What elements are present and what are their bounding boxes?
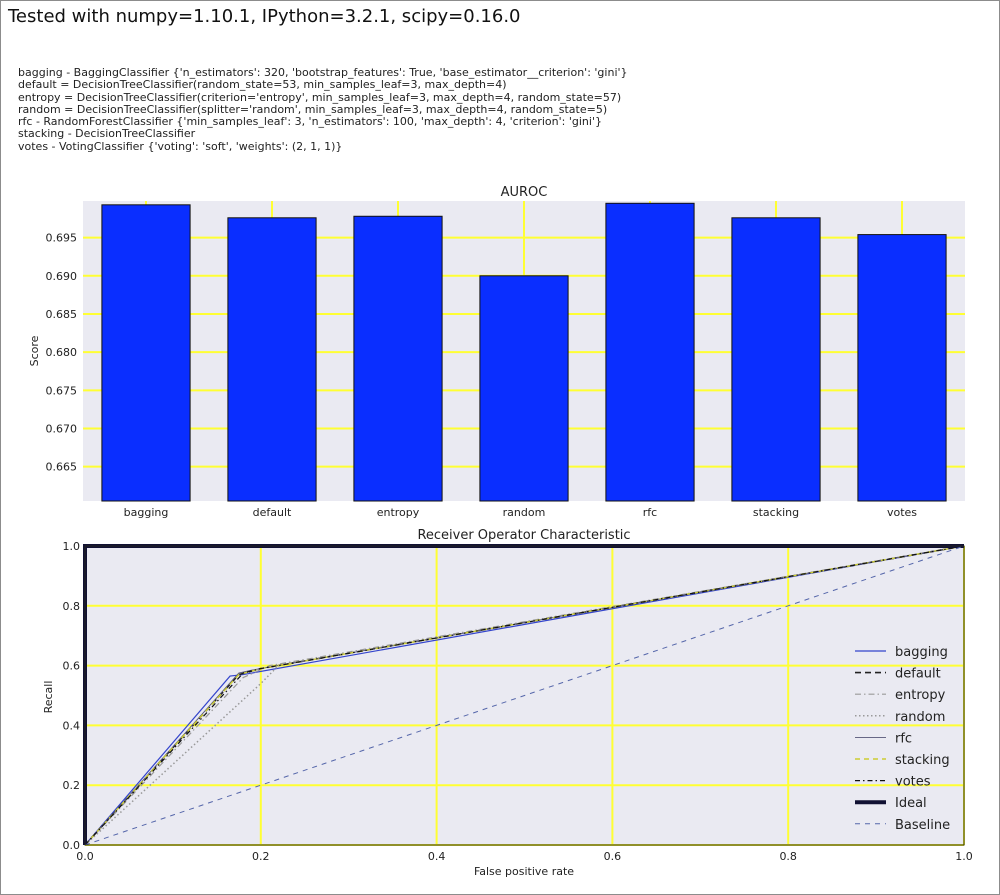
bar-x-tick-label: random <box>503 506 546 519</box>
description-line: random = DecisionTreeClassifier(splitter… <box>18 102 608 116</box>
roc-y-tick-label: 1.0 <box>63 540 81 553</box>
roc-y-tick-label: 0.6 <box>63 660 81 673</box>
bar-y-tick-label: 0.690 <box>46 270 78 283</box>
page-title: Tested with numpy=1.10.1, IPython=3.2.1,… <box>8 6 521 27</box>
roc-line-votes <box>84 545 965 846</box>
bar-x-tick-label: bagging <box>124 506 169 519</box>
description-line: rfc - RandomForestClassifier {'min_sampl… <box>18 115 602 129</box>
legend-label-stacking: stacking <box>895 753 950 768</box>
auroc-bar-chart: 0.665 0.670 0.675 0.680 0.685 0.690 0.695 bagg… <box>28 185 965 519</box>
bar-y-ticks: 0.665 0.670 0.675 0.680 0.685 0.690 0.695 <box>46 232 78 474</box>
legend-label-entropy: entropy <box>895 688 946 703</box>
roc-x-tick-label: 0.2 <box>252 850 270 863</box>
legend-label-rfc: rfc <box>895 731 912 746</box>
bar-chart-title: AUROC <box>501 185 548 200</box>
model-descriptions: bagging - BaggingClassifier {'n_estimato… <box>18 66 628 153</box>
bar-random <box>479 275 569 502</box>
bar-y-tick-label: 0.665 <box>46 461 78 474</box>
roc-y-tick-label: 0.8 <box>63 600 81 613</box>
legend-label-ideal: Ideal <box>895 796 927 811</box>
bar-y-tick-label: 0.675 <box>46 384 78 397</box>
bar-default <box>227 217 317 502</box>
description-line: votes - VotingClassifier {'voting': 'sof… <box>18 139 343 153</box>
roc-axes-frame <box>84 545 965 846</box>
roc-y-tick-label: 0.2 <box>63 779 81 792</box>
bar-rfc <box>605 202 695 502</box>
bar-bagging <box>101 204 191 502</box>
bar-stacking <box>731 217 821 502</box>
bar-y-tick-label: 0.680 <box>46 346 78 359</box>
roc-line-baseline <box>84 545 965 846</box>
bar-marks <box>101 202 947 502</box>
roc-legend: bagging default entropy random rfc stacking vo… <box>855 645 950 833</box>
bar-x-tick-label: default <box>253 506 292 519</box>
bar-x-tick-label: stacking <box>753 506 799 519</box>
roc-y-tick-label: 0.0 <box>63 839 81 852</box>
roc-x-tick-label: 0.0 <box>76 850 94 863</box>
bar-y-tick-label: 0.685 <box>46 308 78 321</box>
roc-x-axis-label: False positive rate <box>474 865 574 878</box>
roc-x-tick-label: 0.6 <box>604 850 622 863</box>
roc-y-axis-label: Recall <box>42 681 55 714</box>
description-line: stacking - DecisionTreeClassifier <box>18 127 196 141</box>
roc-y-tick-label: 0.4 <box>63 719 81 732</box>
roc-x-tick-label: 0.4 <box>428 850 446 863</box>
roc-chart-title: Receiver Operator Characteristic <box>417 528 630 543</box>
bar-x-tick-label: entropy <box>377 506 420 519</box>
legend-label-default: default <box>895 667 941 682</box>
roc-x-tick-label: 1.0 <box>955 850 973 863</box>
description-line: entropy = DecisionTreeClassifier(criteri… <box>18 90 622 104</box>
roc-x-ticks: 0.0 0.2 0.4 0.6 0.8 1.0 <box>76 850 973 863</box>
legend-label-bagging: bagging <box>895 645 948 660</box>
roc-line-entropy <box>84 545 965 846</box>
description-line: bagging - BaggingClassifier {'n_estimato… <box>18 66 628 79</box>
description-line: default = DecisionTreeClassifier(random_… <box>18 78 507 92</box>
bar-entropy <box>353 215 443 502</box>
bar-votes <box>857 234 947 502</box>
bar-y-tick-label: 0.670 <box>46 422 78 435</box>
bar-y-axis-label: Score <box>28 335 41 366</box>
bar-y-tick-label: 0.695 <box>46 232 78 245</box>
roc-y-ticks: 0.0 0.2 0.4 0.6 0.8 1.0 <box>63 540 81 852</box>
bar-x-tick-label: rfc <box>643 506 657 519</box>
bar-x-ticks: bagging default entropy random rfc stacking vo… <box>124 506 918 519</box>
roc-x-tick-label: 0.8 <box>779 850 797 863</box>
bar-x-tick-label: votes <box>887 506 917 519</box>
legend-label-baseline: Baseline <box>895 818 950 833</box>
legend-label-random: random <box>895 710 945 725</box>
roc-line-chart: 0.0 0.2 0.4 0.6 0.8 1.0 0.0 0.2 0.4 0.6 0.8 1.0 ba… <box>42 528 973 878</box>
legend-label-votes: votes <box>895 775 931 790</box>
